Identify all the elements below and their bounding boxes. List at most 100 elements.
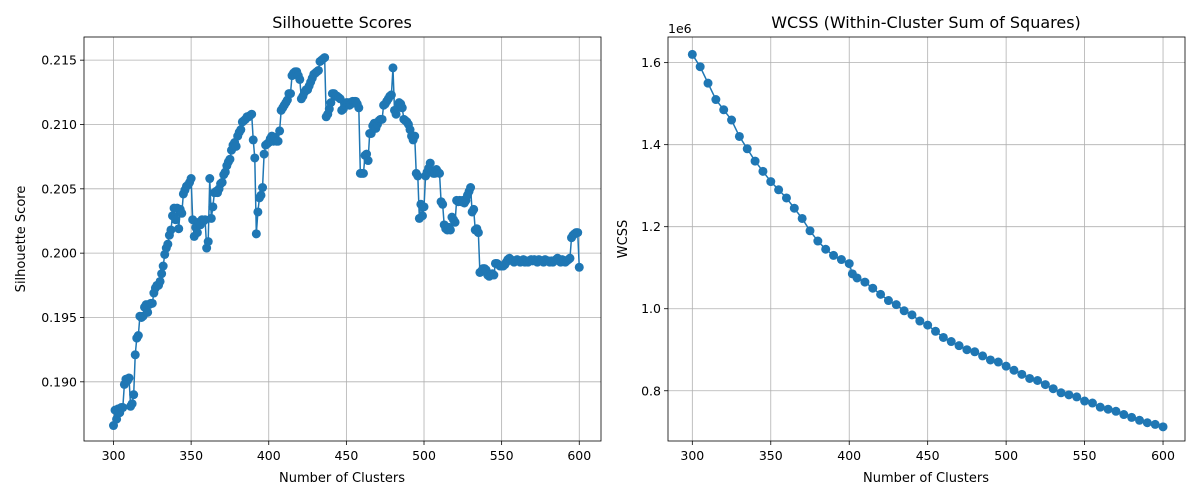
silhouette-markers — [109, 53, 584, 431]
wcss-point-500 — [1001, 361, 1011, 371]
silhouette-point-322 — [143, 307, 153, 317]
silhouette-point-344 — [177, 208, 187, 218]
silhouette-ytick-label-0: 0.190 — [41, 374, 77, 389]
silhouette-point-517 — [445, 225, 455, 235]
wcss-point-430 — [891, 300, 901, 310]
wcss-point-515 — [1025, 373, 1035, 383]
silhouette-point-407 — [275, 126, 285, 136]
wcss-point-525 — [1040, 380, 1050, 390]
wcss-point-405 — [852, 273, 862, 283]
silhouette-ytick-label-4: 0.210 — [41, 117, 77, 132]
silhouette-ytick-label-2: 0.200 — [41, 246, 77, 261]
wcss-point-320 — [719, 105, 729, 115]
wcss-point-580 — [1127, 412, 1137, 422]
wcss-ytick-label-3: 1.4 — [641, 137, 661, 152]
silhouette-title: Silhouette Scores — [272, 13, 412, 32]
wcss-panel: WCSS (Within-Cluster Sum of Squares) Num… — [616, 13, 1186, 486]
wcss-point-540 — [1064, 390, 1074, 400]
wcss-point-330 — [734, 131, 744, 141]
silhouette-xtick-label-450: 450 — [334, 448, 358, 463]
silhouette-point-382 — [236, 125, 246, 135]
silhouette-point-510 — [435, 168, 445, 178]
silhouette-point-494 — [410, 131, 420, 141]
silhouette-point-499 — [417, 211, 427, 221]
silhouette-panel: Silhouette Scores Number of Clusters Sil… — [14, 13, 602, 486]
silhouette-point-496 — [413, 171, 423, 181]
wcss-ytick-label-1: 1.0 — [641, 301, 661, 316]
wcss-point-340 — [750, 156, 760, 166]
silhouette-xtick-label-350: 350 — [179, 448, 203, 463]
wcss-point-440 — [907, 310, 917, 320]
wcss-point-495 — [993, 357, 1003, 367]
silhouette-point-325 — [147, 298, 157, 308]
silhouette-point-414 — [285, 89, 295, 99]
wcss-offset-label: 1e6 — [668, 21, 692, 36]
wcss-point-575 — [1119, 410, 1129, 420]
silhouette-point-393 — [253, 207, 263, 217]
silhouette-point-432 — [313, 65, 323, 75]
wcss-point-485 — [978, 351, 988, 361]
silhouette-xtick-label-500: 500 — [412, 448, 436, 463]
silhouette-point-375 — [225, 154, 235, 164]
silhouette-point-599 — [573, 228, 583, 238]
wcss-ylabel: WCSS — [616, 220, 631, 258]
silhouette-xtick-label-550: 550 — [490, 448, 514, 463]
silhouette-point-390 — [248, 135, 258, 145]
silhouette-point-545 — [489, 270, 499, 280]
wcss-markers — [687, 49, 1168, 432]
silhouette-point-535 — [473, 228, 483, 238]
wcss-point-310 — [703, 78, 713, 88]
wcss-point-600 — [1158, 422, 1168, 432]
silhouette-point-391 — [250, 153, 260, 163]
wcss-point-335 — [742, 144, 752, 154]
silhouette-point-362 — [205, 174, 215, 184]
silhouette-point-350 — [186, 174, 196, 184]
wcss-point-520 — [1033, 376, 1043, 385]
silhouette-point-395 — [256, 190, 266, 200]
wcss-point-370 — [797, 213, 807, 223]
wcss-point-315 — [711, 95, 721, 105]
silhouette-point-458 — [354, 103, 364, 113]
wcss-xtick-label-550: 550 — [1073, 448, 1097, 463]
wcss-point-365 — [789, 203, 799, 213]
wcss-point-590 — [1142, 418, 1152, 428]
silhouette-point-342 — [174, 224, 184, 234]
wcss-xtick-label-300: 300 — [680, 448, 704, 463]
wcss-grid — [668, 37, 1185, 441]
wcss-xtick-label-450: 450 — [916, 448, 940, 463]
silhouette-point-363 — [206, 213, 216, 223]
wcss-title: WCSS (Within-Cluster Sum of Squares) — [771, 13, 1081, 32]
wcss-point-385 — [821, 244, 831, 254]
wcss-point-505 — [1009, 365, 1019, 375]
wcss-point-565 — [1103, 404, 1113, 414]
wcss-point-415 — [868, 283, 878, 293]
silhouette-point-306 — [118, 403, 128, 413]
wcss-point-410 — [860, 277, 870, 287]
silhouette-point-436 — [320, 53, 330, 63]
wcss-axes-frame — [667, 36, 1186, 442]
silhouette-point-364 — [208, 202, 218, 212]
wcss-xtick-label-400: 400 — [837, 448, 861, 463]
silhouette-xlabel: Number of Clusters — [279, 471, 405, 486]
silhouette-point-340 — [171, 215, 181, 225]
wcss-point-585 — [1135, 415, 1144, 425]
silhouette-ylabel: Silhouette Score — [14, 186, 29, 293]
wcss-ytick-label-4: 1.6 — [641, 55, 661, 70]
silhouette-point-332 — [158, 261, 168, 271]
silhouette-point-440 — [326, 98, 336, 108]
silhouette-point-504 — [425, 158, 435, 168]
silhouette-point-331 — [157, 269, 167, 279]
wcss-point-325 — [727, 115, 737, 125]
wcss-point-560 — [1095, 402, 1105, 412]
silhouette-point-464 — [363, 156, 373, 166]
wcss-point-535 — [1056, 388, 1066, 398]
wcss-point-375 — [805, 226, 815, 236]
silhouette-point-396 — [258, 183, 268, 193]
silhouette-ytick-label-3: 0.205 — [41, 181, 77, 196]
wcss-point-395 — [836, 255, 846, 265]
wcss-point-510 — [1017, 369, 1027, 379]
silhouette-point-316 — [133, 331, 143, 340]
wcss-xtick-label-500: 500 — [994, 448, 1018, 463]
wcss-point-475 — [962, 345, 972, 355]
silhouette-point-314 — [130, 350, 140, 360]
